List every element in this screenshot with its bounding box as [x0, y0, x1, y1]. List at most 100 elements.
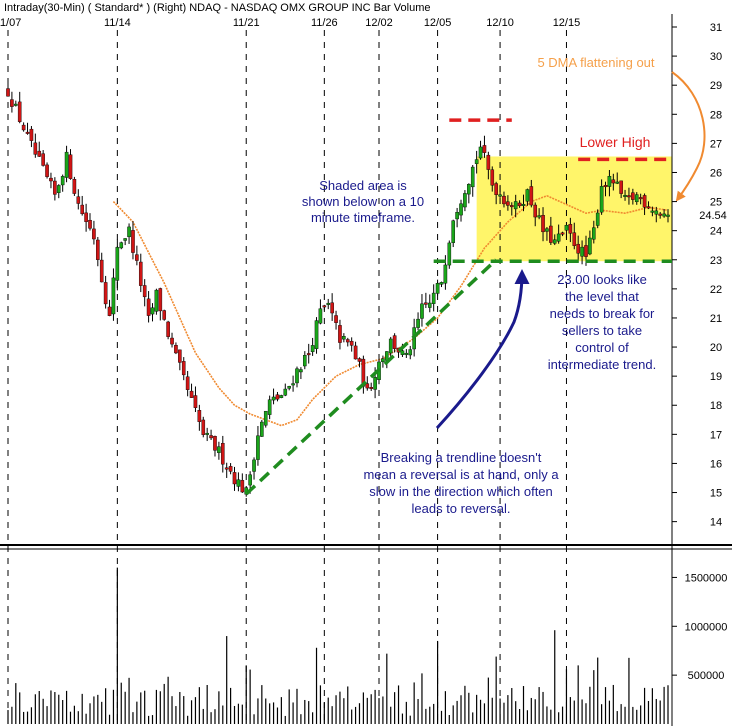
price-tick-label: 29 — [710, 80, 722, 92]
price-bar-body — [115, 247, 120, 281]
price-tick-label: 22 — [710, 284, 722, 296]
date-tick-label: 12/10 — [486, 17, 514, 29]
price-bar-body — [306, 353, 311, 356]
price-bar-body — [271, 396, 276, 401]
date-tick-label: 11/14 — [104, 17, 131, 29]
price-bar-body — [416, 318, 420, 328]
annotation-lines — [245, 71, 706, 496]
price-bar-body — [49, 177, 53, 182]
price-bar-body — [236, 479, 241, 487]
price-bar-body — [623, 195, 627, 197]
annotation-line: Shaded area is — [319, 178, 407, 193]
price-bar-body — [154, 289, 159, 312]
price-bars — [6, 78, 670, 497]
price-bar-body — [541, 215, 545, 233]
annotation-line: Lower High — [580, 134, 651, 150]
price-bar-body — [205, 432, 209, 435]
price-bar-body — [365, 383, 370, 389]
price-bar-body — [549, 225, 553, 243]
volume-tick-label: 1500000 — [685, 572, 728, 584]
price-bar-body — [189, 390, 194, 398]
level-note: 23.00 looks like the level that needs to b… — [548, 272, 656, 372]
price-bar-body — [185, 376, 190, 390]
price-bar-body — [201, 419, 206, 435]
chart-title: Intraday(30-Min) ( Standard* ) (Right) N… — [4, 2, 430, 14]
price-bar-body — [197, 410, 202, 422]
price-tick-label: 26 — [710, 167, 722, 179]
annotation-line: sellers to take — [562, 323, 642, 338]
price-bar-body — [162, 310, 167, 320]
price-bar-body — [310, 345, 315, 353]
price-bar-body — [591, 227, 596, 240]
last-price-box — [696, 207, 730, 222]
dma-line — [112, 194, 669, 427]
last-price-label: 24.54 — [699, 210, 727, 222]
price-bar-body — [353, 345, 358, 360]
price-bar-body — [299, 369, 303, 373]
price-bar-body — [193, 395, 198, 408]
price-bar-body — [84, 212, 88, 222]
price-bar-body — [6, 88, 10, 97]
price-bar-body — [21, 124, 26, 131]
price-bar-body — [568, 224, 573, 234]
price-bar-body — [92, 228, 96, 240]
volume-tick-label: 500000 — [688, 670, 725, 682]
price-bar-body — [68, 154, 73, 179]
annotation-line: 23.00 looks like — [557, 272, 647, 287]
price-bar-body — [232, 472, 237, 485]
price-bar-body — [580, 246, 584, 257]
price-bar-body — [599, 186, 604, 213]
price-bar-body — [314, 320, 319, 349]
date-tick-label: 11/07 — [0, 17, 21, 29]
price-bar-body — [80, 204, 85, 215]
price-tick-label: 28 — [710, 109, 722, 121]
price-tick-label: 30 — [710, 51, 722, 63]
price-bar-body — [263, 410, 268, 426]
price-bar-body — [607, 175, 612, 187]
annotation-line: intermediate trend. — [548, 357, 656, 372]
price-bar-body — [96, 239, 100, 260]
price-tick-label: 21 — [710, 313, 722, 325]
price-bar-body — [295, 368, 299, 384]
annotation-line: control of — [575, 340, 629, 355]
price-bar-body — [287, 386, 291, 389]
price-bar-body — [111, 277, 116, 315]
price-bar-body — [88, 219, 92, 229]
price-bar-body — [181, 361, 186, 376]
price-bar-body — [455, 211, 459, 220]
annotation-line: shown below on a 10 — [302, 194, 424, 209]
trendline-break-arrow — [435, 269, 530, 430]
date-tick-label: 12/02 — [365, 17, 393, 29]
price-bar-body — [451, 220, 456, 243]
price-tick-label: 14 — [710, 517, 722, 529]
price-bar-body — [373, 377, 377, 390]
price-bar-body — [334, 315, 338, 323]
price-bar-body — [502, 195, 506, 205]
price-bar-body — [443, 264, 448, 284]
price-bar-body — [427, 302, 432, 308]
price-bar-body — [256, 435, 260, 460]
price-bar-body — [424, 302, 428, 305]
price-bar-body — [166, 321, 170, 337]
price-bar-body — [318, 308, 323, 324]
price-bar-body — [627, 195, 631, 198]
price-bar-body — [642, 195, 647, 208]
price-tick-label: 15 — [710, 488, 722, 500]
volume-bars — [7, 567, 669, 724]
date-tick-label: 12/05 — [424, 17, 452, 29]
price-tick-label: 27 — [710, 138, 722, 150]
volume-tick-label: 1000000 — [685, 621, 728, 633]
price-bar-body — [72, 179, 77, 194]
price-bar-body — [588, 237, 592, 255]
price-bar-body — [564, 224, 569, 231]
dma-layer — [112, 194, 669, 427]
price-bar-body — [131, 230, 135, 253]
price-bar-body — [545, 228, 549, 232]
price-bar-body — [60, 176, 65, 186]
price-bar-body — [29, 128, 34, 141]
date-tick-label: 11/26 — [311, 17, 338, 29]
price-bar-body — [459, 203, 463, 216]
price-bar-body — [463, 193, 467, 208]
price-bar-body — [17, 101, 22, 122]
price-bar-body — [611, 179, 616, 184]
